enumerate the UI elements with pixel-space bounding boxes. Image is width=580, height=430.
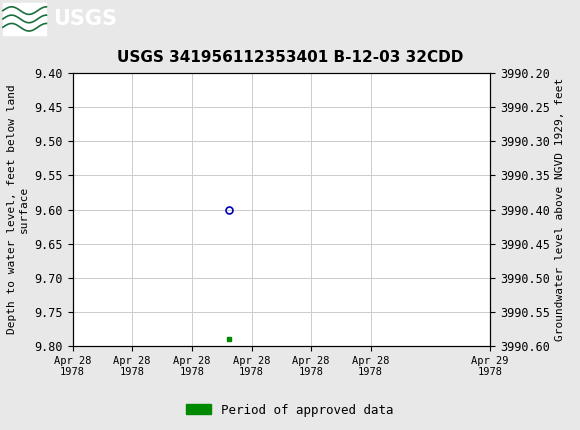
Y-axis label: Groundwater level above NGVD 1929, feet: Groundwater level above NGVD 1929, feet [555, 78, 566, 341]
Legend: Period of approved data: Period of approved data [181, 399, 399, 421]
Y-axis label: Depth to water level, feet below land
surface: Depth to water level, feet below land su… [7, 85, 29, 335]
FancyBboxPatch shape [3, 3, 46, 35]
Text: USGS: USGS [53, 9, 117, 29]
Text: USGS 341956112353401 B-12-03 32CDD: USGS 341956112353401 B-12-03 32CDD [117, 50, 463, 64]
